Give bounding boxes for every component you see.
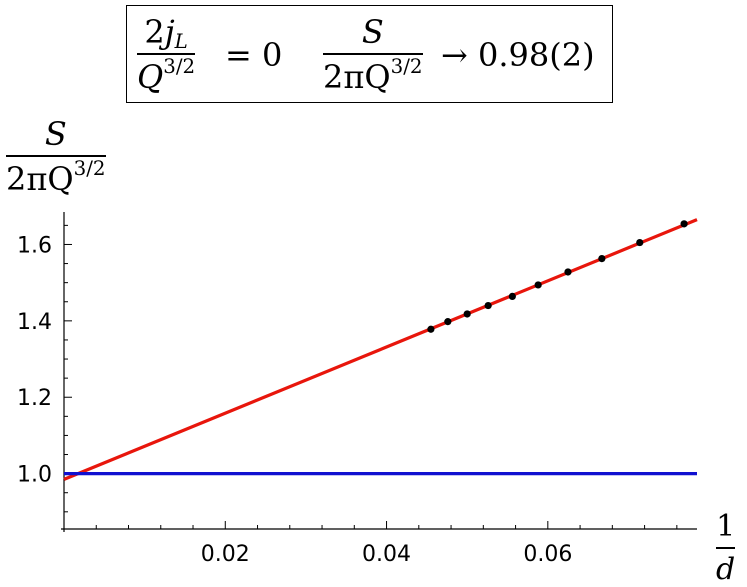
title-eq1-fraction-bar	[137, 53, 196, 55]
data-point	[508, 292, 516, 301]
y-axis-label: S 2πQ3/2	[6, 118, 106, 195]
data-point	[598, 254, 606, 263]
x-axis-label-bar	[716, 547, 736, 549]
data-point	[484, 301, 492, 310]
y-tick-label: 1.4	[17, 310, 52, 335]
data-point	[564, 268, 572, 276]
y-axis-label-bar	[6, 155, 106, 157]
title-eq1-num-subscript: L	[174, 29, 188, 53]
title-eq2-numerator: S	[361, 13, 384, 51]
title-eq1-num-coef: 2	[144, 13, 165, 51]
data-point	[463, 310, 471, 318]
title-box: 2jL Q3/2 = 0 S 2πQ3/2 → 0.98(2)	[126, 5, 613, 103]
x-tick-label: 0.06	[523, 542, 572, 567]
y-axis-label-denominator: 2πQ3/2	[6, 158, 106, 198]
title-eq1-rhs: = 0	[225, 36, 283, 74]
y-tick-label: 1.0	[17, 463, 52, 488]
y-axis-label-den-coef: 2πQ	[6, 159, 74, 198]
x-tick-label: 0.04	[362, 542, 411, 567]
chart-plot: 0.02 0.04 0.06 1.0 1.2 1.4 1.6	[17, 212, 698, 567]
title-eq1-num-symbol: j	[164, 13, 175, 51]
title-eq2-den-coef: 2πQ	[323, 57, 391, 96]
title-eq1-denominator: Q3/2	[137, 56, 195, 96]
fit-line	[63, 218, 698, 481]
title-eq2-fraction: S 2πQ3/2	[323, 16, 423, 93]
y-tick-label: 1.6	[17, 233, 52, 258]
data-point	[427, 325, 435, 333]
title-eq2-den-exponent: 3/2	[390, 54, 423, 78]
x-tick-label: 0.02	[201, 542, 250, 567]
title-eq2-rhs: → 0.98(2)	[441, 36, 595, 74]
data-point	[534, 281, 542, 289]
x-axis-label-numerator: 1	[716, 509, 736, 544]
title-eq1-den-symbol: Q	[137, 57, 164, 96]
title-eq2-fraction-bar	[323, 53, 423, 55]
y-axis-label-den-exponent: 3/2	[73, 156, 106, 180]
data-point	[444, 318, 452, 326]
y-tick-label: 1.2	[17, 386, 52, 411]
title-eq1-numerator: 2jL	[144, 13, 187, 51]
y-axis-label-numerator: S	[44, 115, 67, 153]
title-eq2-denominator: 2πQ3/2	[323, 56, 423, 96]
data-point	[636, 238, 644, 247]
title-eq1-fraction: 2jL Q3/2	[137, 13, 196, 96]
data-point	[680, 220, 688, 228]
title-eq1-den-exponent: 3/2	[163, 54, 196, 78]
